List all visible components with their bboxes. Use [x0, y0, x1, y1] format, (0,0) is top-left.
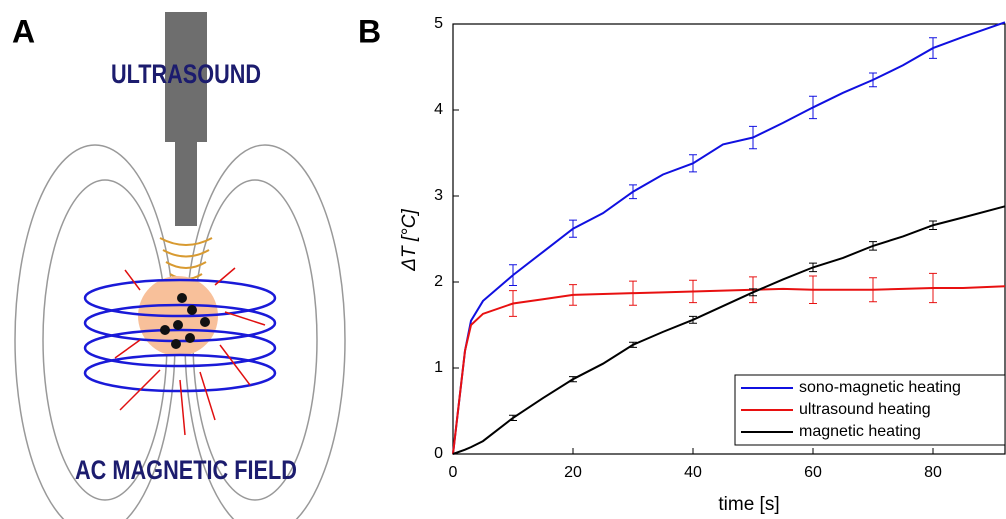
plot-frame	[452, 23, 1006, 455]
legend-label: magnetic heating	[799, 423, 921, 440]
error-bar	[809, 275, 817, 304]
error-bar	[749, 125, 757, 150]
error-bar	[569, 219, 577, 238]
error-bar	[629, 280, 637, 306]
error-bar	[869, 241, 877, 251]
legend-label: sono-magnetic heating	[799, 379, 961, 396]
error-bar	[629, 184, 637, 200]
x-axis-label: time [s]	[718, 494, 779, 515]
error-bar	[509, 290, 517, 317]
y-tick-label: 0	[434, 445, 443, 462]
error-bar	[929, 37, 937, 59]
error-bar	[809, 95, 817, 120]
error-bar	[809, 262, 817, 273]
coils	[83, 278, 277, 393]
x-tick-label: 80	[924, 464, 942, 481]
error-bar	[509, 414, 517, 421]
y-tick-label: 5	[434, 15, 443, 32]
particles	[160, 293, 210, 349]
error-bar	[749, 288, 757, 297]
x-tick-label: 0	[449, 464, 458, 481]
x-tick-label: 40	[684, 464, 702, 481]
x-tick-label: 20	[564, 464, 582, 481]
error-bar	[629, 341, 637, 348]
error-bar	[929, 220, 937, 231]
x-tick-label: 60	[804, 464, 822, 481]
error-bar	[509, 264, 517, 286]
transducer	[165, 12, 207, 142]
error-bar	[569, 376, 577, 383]
error-bar	[869, 277, 877, 303]
y-tick-label: 2	[434, 273, 443, 290]
error-bar	[689, 154, 697, 173]
y-tick-label: 1	[434, 359, 443, 376]
error-bar	[689, 315, 697, 324]
error-bar	[689, 279, 697, 304]
heat-arrows	[114, 267, 266, 436]
diagram-label: ULTRASOUND	[111, 59, 261, 89]
chart: B 0 20 40 60 80 0 1 2 3 4 5 time [s] ΔT [°C] sono-mag…	[358, 13, 1006, 515]
legend-label: ultrasound heating	[799, 401, 931, 418]
diagram-label: AC MAGNETIC FIELD	[75, 455, 297, 485]
error-bar	[869, 72, 877, 88]
panel-label: A	[12, 13, 35, 49]
diagram: A ULTRASOUND AC	[12, 12, 346, 519]
error-bar	[569, 284, 577, 306]
error-bar	[929, 272, 937, 304]
y-tick-label: 4	[434, 101, 443, 118]
transducer-tip	[175, 142, 197, 226]
y-tick-label: 3	[434, 187, 443, 204]
y-axis-label: ΔT [°C]	[399, 209, 420, 272]
panel-label: B	[358, 13, 381, 49]
